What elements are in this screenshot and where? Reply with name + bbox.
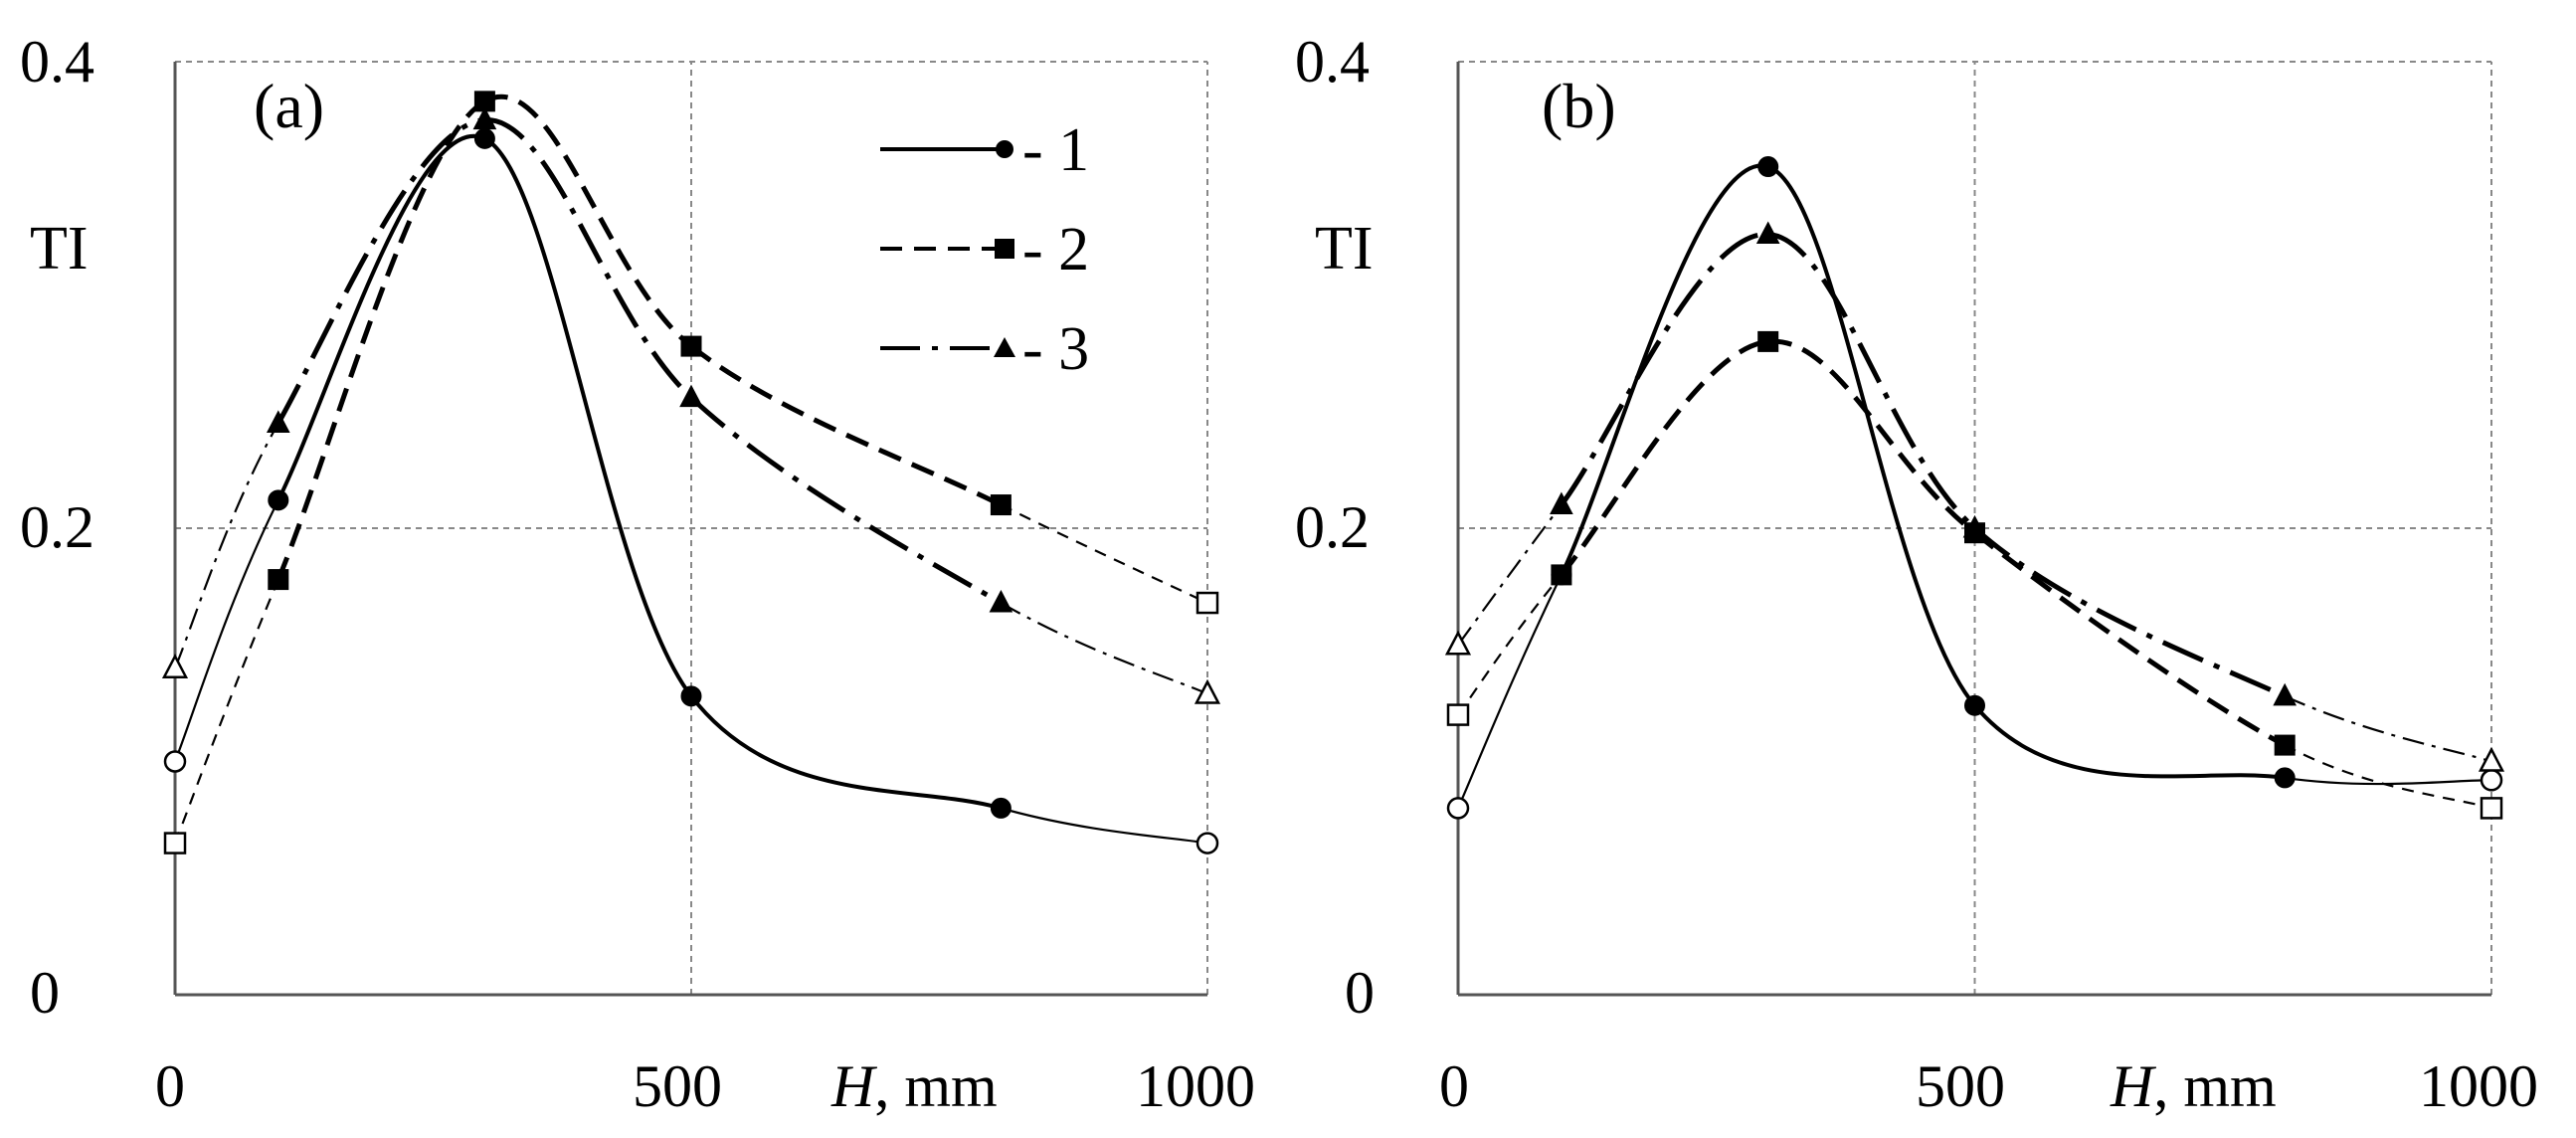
panel-b-series-3-point-3	[1755, 221, 1780, 245]
panel-a-series-2-point-2	[268, 569, 289, 591]
panel-b-series-1-point-4	[1964, 694, 1985, 716]
panel-a-series-3-segment-2	[276, 117, 485, 425]
panel-a-series-1-segment-3	[483, 136, 693, 698]
panel-a-series-1-segment-1	[173, 499, 279, 762]
panel-b-series-3-point-4	[1962, 514, 1987, 538]
panel-a-series-1-point-1	[163, 750, 187, 773]
panel-b-series-3-segment-1	[1457, 503, 1563, 646]
panel-a-series-3-segment-1	[173, 422, 279, 669]
panel-a-series-3-point-6	[1194, 678, 1221, 704]
panel-b-series-2-point-2	[1551, 564, 1572, 586]
panel-b-ytick-0.2: 0.2	[1295, 494, 1370, 560]
panel-a-series-2-segment-4	[689, 344, 1003, 507]
panel-b-series-3-segment-5	[2284, 694, 2492, 763]
panel-a-series-3-segment-4	[689, 395, 1003, 606]
panel-a-series-3-point-1	[161, 654, 189, 678]
panel-b-series-2-segment-3	[1767, 338, 1977, 535]
panel-a-series-1-segment-4	[689, 694, 1002, 811]
panel-b-series-3-point-1	[1444, 630, 1472, 656]
panel-a-series-2-segment-2	[276, 98, 486, 581]
panel-a-series-2-point-6	[1196, 591, 1219, 615]
panel-b-series-3-segment-2	[1559, 232, 1768, 507]
panel-b-ytick-0: 0	[1345, 960, 1375, 1026]
panel-a-series-2-point-1	[163, 832, 187, 854]
panel-a-ytick-0: 0	[30, 960, 60, 1026]
legend-marker-1	[996, 140, 1013, 158]
panel-b-series-2-segment-2	[1559, 338, 1769, 577]
panel-a-xtick-0: 0	[155, 1053, 185, 1119]
panel-a-series-1-point-6	[1196, 832, 1219, 854]
panel-a-ytick-0.2: 0.2	[20, 494, 94, 560]
panel-b-series-3-point-2	[1550, 491, 1573, 515]
panel-a-series-2-segment-3	[483, 94, 693, 349]
panel-b-series-1-point-3	[1757, 156, 1779, 178]
panel-a-series-1-point-2	[268, 489, 289, 511]
panel-a-series-3-point-5	[989, 589, 1013, 613]
panel-a-series-2-segment-1	[173, 579, 279, 844]
panel-a-series-1-point-3	[473, 127, 495, 149]
panel-a-xlabel: H, mm	[830, 1053, 998, 1119]
panel-a-series-3-point-2	[266, 410, 290, 433]
panel-a-series-3-segment-5	[1000, 602, 1208, 695]
panel-a-xlabel-unit: , mm	[874, 1053, 997, 1119]
panel-a-series-1-segment-5	[1001, 807, 1208, 845]
panel-b-ylabel: TI	[1315, 215, 1374, 283]
panel-a-label: (a)	[254, 71, 324, 141]
panel-b-series-2-segment-1	[1457, 574, 1563, 716]
panel-b-series-1-segment-4	[1972, 703, 2286, 780]
panel-b-xlabel-var: H	[2110, 1053, 2157, 1119]
legend-marker-3	[994, 337, 1015, 357]
legend: - 1 - 2 - 3	[880, 116, 1089, 383]
panel-a-series-2-point-5	[990, 494, 1012, 516]
panel-b-ytick-0.4: 0.4	[1295, 29, 1370, 95]
panel-a-series-3-point-3	[472, 106, 497, 130]
panel-a-xlabel-var: H	[830, 1053, 878, 1119]
panel-a-series-2-segment-5	[1000, 503, 1208, 605]
panel-a-series-1-point-5	[990, 797, 1012, 819]
panel-b-series-1-segment-5	[2285, 776, 2492, 786]
panel-b-xlabel-unit: , mm	[2153, 1053, 2276, 1119]
legend-label-1: - 1	[1022, 116, 1089, 184]
panel-b-xtick-500: 500	[1916, 1053, 2005, 1119]
panel-b-series-2-point-5	[2274, 734, 2296, 756]
panel-b-series-3-segment-3	[1767, 232, 1977, 530]
panel-a-ytick-0.4: 0.4	[20, 29, 94, 95]
panel-b-series-1-segment-2	[1560, 163, 1769, 576]
legend-label-3: - 3	[1022, 315, 1089, 383]
panel-b-series-2-point-6	[2480, 797, 2503, 820]
panel-b-series-1-point-5	[2274, 767, 2296, 789]
panel-b-xtick-0: 0	[1439, 1053, 1469, 1119]
panel-b-series-2-point-1	[1446, 703, 1470, 726]
panel-a-ylabel: TI	[30, 215, 89, 283]
panel-b-series-3-point-5	[2273, 682, 2298, 706]
panel-b: (b) TI 0.4 0.2 0 0 500 1000 H, mm	[1295, 29, 2538, 1119]
panel-b-label: (b)	[1542, 71, 1616, 141]
panel-b-series-2-point-3	[1757, 330, 1779, 352]
panel-b-xtick-1000: 1000	[2419, 1053, 2538, 1119]
panel-a-xtick-1000: 1000	[1136, 1053, 1255, 1119]
panel-a-series-1-point-4	[680, 685, 702, 707]
legend-marker-2	[995, 239, 1014, 259]
panel-b-xlabel: H, mm	[2110, 1053, 2277, 1119]
panel-b-series-3-segment-4	[1972, 526, 2287, 699]
panel-a-series-1-segment-2	[276, 133, 486, 501]
panel-b-series-3-point-6	[2478, 746, 2505, 772]
plot-layer	[161, 61, 2505, 997]
panel-a-series-2-point-4	[680, 335, 702, 357]
panel-a-series-3-point-4	[679, 384, 703, 408]
panel-a-series-3-segment-3	[484, 117, 693, 400]
panel-b-series-1-point-6	[2480, 769, 2503, 792]
panel-b-series-1-point-1	[1446, 797, 1470, 820]
panel-b-series-2-segment-4	[1972, 530, 2287, 748]
panel-a: (a) TI 0.4 0.2 0 0 500 1000 H, mm	[20, 29, 1255, 1119]
panel-a-xtick-500: 500	[633, 1053, 722, 1119]
panel-b-series-1-segment-1	[1456, 574, 1563, 809]
panel-b-series-2-segment-5	[2284, 744, 2492, 810]
legend-label-2: - 2	[1022, 216, 1089, 284]
